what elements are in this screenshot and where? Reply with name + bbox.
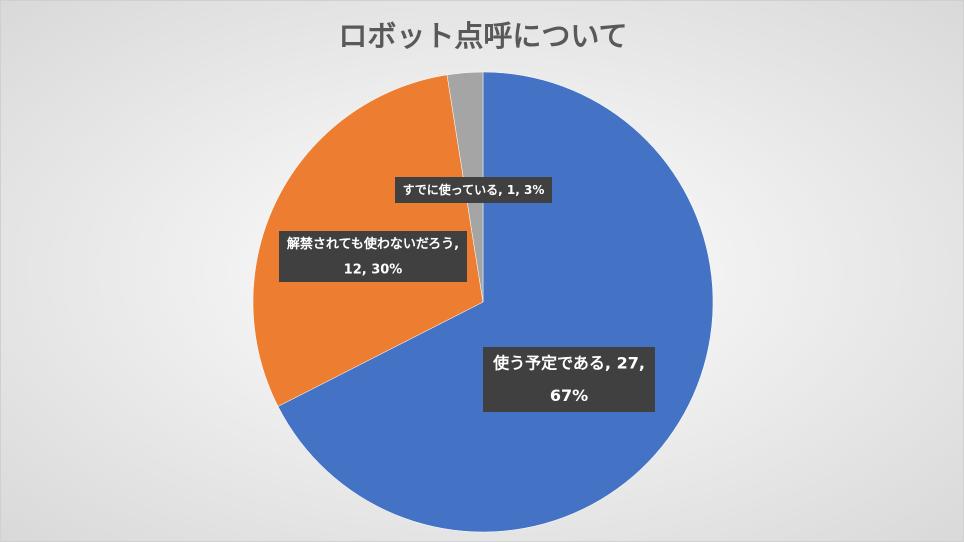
label-part: 1 bbox=[507, 183, 515, 197]
label-separator: , bbox=[515, 183, 524, 197]
data-label-box bbox=[483, 347, 655, 412]
data-label-box bbox=[395, 177, 552, 203]
data-label: 使う予定である, 27, bbox=[492, 353, 645, 372]
data-labels: 使う予定である, 27, 67% 解禁されても使わないだろう, 12, 30% すで… bbox=[279, 177, 655, 412]
label-part: 30% bbox=[371, 262, 402, 277]
label-part: 27 bbox=[617, 353, 639, 372]
label-separator: , bbox=[639, 353, 645, 372]
label-separator: , bbox=[605, 353, 617, 372]
label-part: 3% bbox=[524, 183, 544, 197]
pie-slice bbox=[277, 71, 714, 533]
label-part: 12 bbox=[344, 262, 362, 277]
data-label: すでに使っている, 1, 3% bbox=[403, 182, 545, 197]
label-part: 67% bbox=[550, 385, 588, 404]
label-separator: , bbox=[454, 236, 459, 251]
data-label: 解禁されても使わないだろう, bbox=[286, 235, 459, 251]
chart-title: ロボット点呼について bbox=[338, 19, 627, 53]
data-label: 12, 30% bbox=[344, 262, 403, 277]
data-label: 67% bbox=[550, 385, 588, 404]
label-part: すでに使っている bbox=[403, 182, 499, 197]
label-separator: , bbox=[498, 183, 507, 197]
label-part: 解禁されても使わないだろう bbox=[286, 235, 454, 251]
label-separator: , bbox=[362, 262, 371, 277]
data-label-box bbox=[279, 231, 467, 282]
label-part: 使う予定である bbox=[492, 353, 605, 372]
pie bbox=[252, 71, 714, 533]
